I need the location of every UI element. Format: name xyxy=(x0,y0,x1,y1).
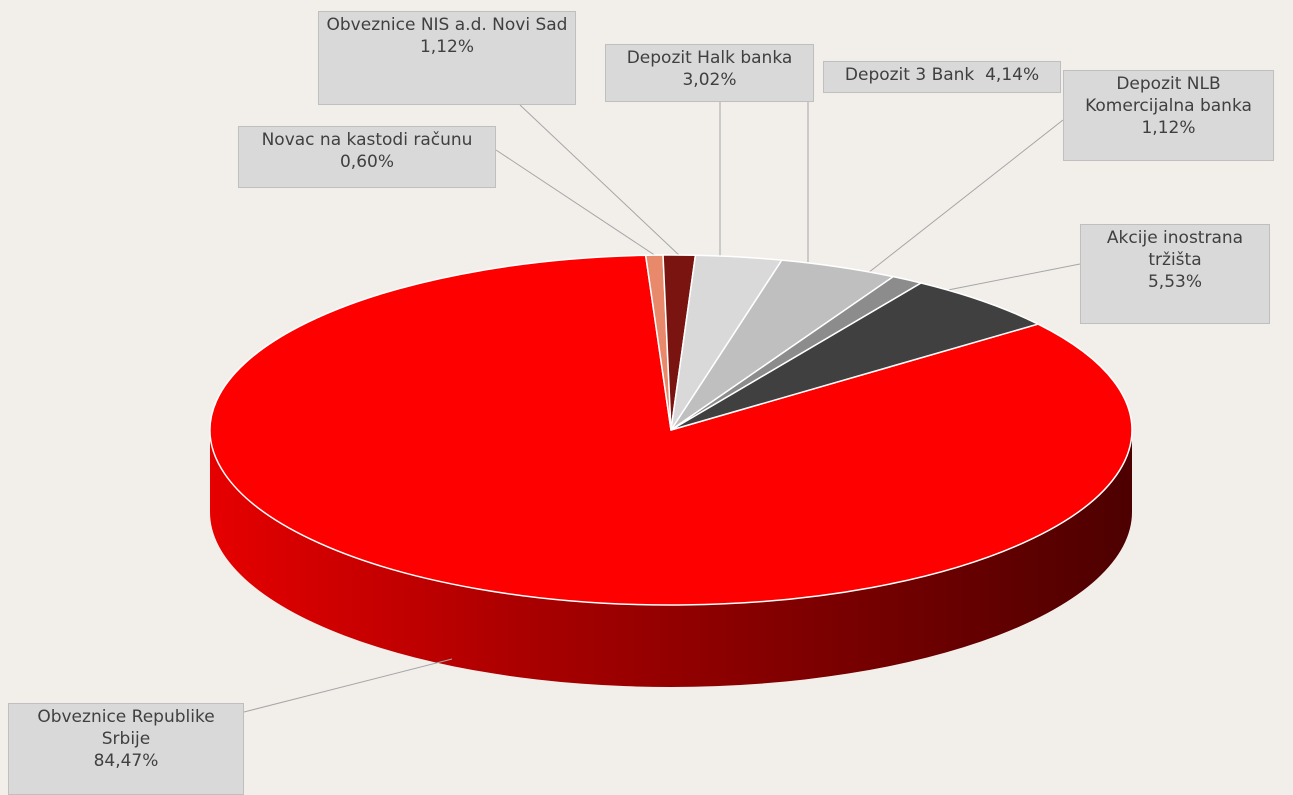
leader-line xyxy=(519,104,681,257)
label-value: 3,02% xyxy=(682,70,737,90)
leader-line xyxy=(947,263,1081,291)
label-value: 1,12% xyxy=(1141,118,1196,138)
label-name-text: Depozit 3 Bank xyxy=(844,65,975,85)
label-value: 4,14% xyxy=(985,65,1040,85)
leader-lines xyxy=(243,93,1081,713)
label-value: 0,60% xyxy=(339,152,394,172)
label-value: 5,53% xyxy=(1147,272,1202,292)
pie-slice xyxy=(670,282,1041,431)
label-depozit-halk-banka: Depozit Halk banka 3,02% xyxy=(605,44,814,102)
label-depozit-3-bank: Depozit 3 Bank 4,14% xyxy=(823,61,1061,93)
label-value: 84,47% xyxy=(93,751,159,771)
pie-slices xyxy=(209,254,1133,606)
label-name: Obveznice Republike Srbije xyxy=(37,707,215,749)
pie-side-wall xyxy=(210,430,1132,687)
label-name: Depozit NLB Komercijalna banka xyxy=(1085,74,1252,116)
label-depozit-nlb-komercijalna-banka: Depozit NLB Komercijalna banka 1,12% xyxy=(1063,70,1274,161)
label-akcije-inostrana-trzista: Akcije inostrana tržišta 5,53% xyxy=(1080,224,1270,324)
leader-line xyxy=(243,658,453,713)
label-name: Depozit Halk banka xyxy=(626,48,793,68)
leader-line xyxy=(867,119,1064,274)
label-name: Akcije inostrana tržišta xyxy=(1106,228,1244,270)
label-name: Obveznice NIS a.d. Novi Sad xyxy=(326,15,568,35)
label-name: Novac na kastodi računu xyxy=(261,130,473,150)
label-novac-na-kastodi-racunu: Novac na kastodi računu 0,60% xyxy=(238,126,496,188)
label-obveznice-nis: Obveznice NIS a.d. Novi Sad 1,12% xyxy=(318,11,576,105)
leader-line xyxy=(495,149,657,257)
label-value: 1,12% xyxy=(419,37,474,57)
label-name: Depozit 3 Bank 4,14% xyxy=(828,64,1056,86)
label-obveznice-republike-srbije: Obveznice Republike Srbije 84,47% xyxy=(8,703,244,795)
